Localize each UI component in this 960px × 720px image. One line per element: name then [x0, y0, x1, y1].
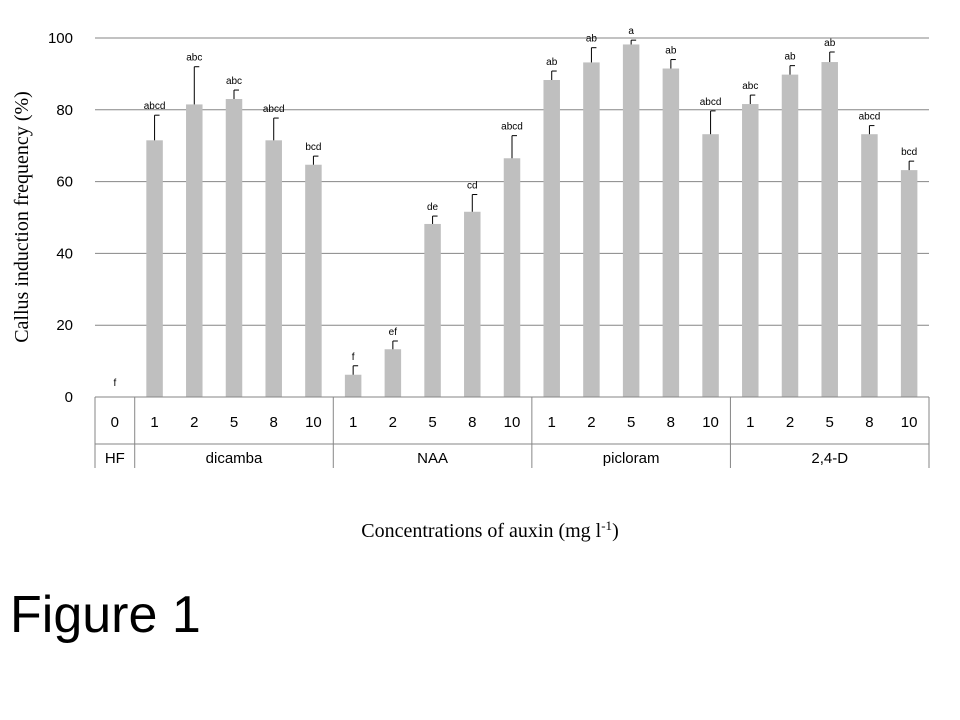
- bar: [543, 80, 560, 398]
- significance-letter: ab: [665, 46, 677, 57]
- x-tick-label: 2: [786, 414, 794, 431]
- x-tick-label: 2: [587, 414, 595, 431]
- bar: [861, 134, 878, 397]
- x-tick-label: 1: [349, 414, 357, 431]
- x-tick-label: 8: [865, 414, 873, 431]
- significance-letter: abc: [186, 53, 202, 64]
- x-tick-label: 8: [270, 414, 278, 431]
- x-tick-label: 10: [901, 414, 918, 431]
- x-tick-label: 8: [468, 414, 476, 431]
- x-tick-label: 10: [504, 414, 521, 431]
- significance-letter: abc: [742, 81, 758, 92]
- callus-induction-bar-chart: fabcdabcabcabcdbcdfefdecdabcdababaababcd…: [11, 26, 930, 542]
- group-label: dicamba: [206, 450, 263, 467]
- significance-letters: f abcd abc abc abcd bcd f ef de cd abcd ab ab a ab abcd…: [113, 26, 917, 389]
- significance-letter: ab: [546, 57, 558, 68]
- y-tick-label: 60: [56, 174, 73, 191]
- x-tick-label: 1: [746, 414, 754, 431]
- bar: [583, 62, 600, 398]
- figure-caption: Figure 1: [10, 586, 201, 644]
- significance-letter: f: [352, 352, 355, 363]
- x-tick-label: 10: [305, 414, 322, 431]
- bar: [821, 62, 838, 397]
- significance-letter: abcd: [700, 97, 722, 108]
- significance-letter: abcd: [263, 104, 285, 115]
- x-tick-label: 5: [428, 414, 436, 431]
- x-axis-title-main: Concentrations of auxin (mg l: [361, 520, 601, 542]
- group-label: NAA: [417, 450, 448, 467]
- group-label: 2,4-D: [811, 450, 848, 467]
- y-axis-title: Callus induction frequency (%): [11, 91, 33, 343]
- x-tick-label: 1: [150, 414, 158, 431]
- significance-letter: abc: [226, 76, 242, 87]
- bar: [781, 74, 799, 398]
- bar: [146, 140, 163, 397]
- bar: [384, 349, 402, 397]
- group-label: HF: [105, 450, 125, 467]
- significance-letter: ab: [824, 38, 836, 49]
- bar: [662, 68, 680, 397]
- x-tick-label: 8: [667, 414, 675, 431]
- y-tick-label: 40: [56, 245, 73, 262]
- bar: [305, 164, 322, 397]
- bar: [265, 140, 282, 397]
- bar: [622, 44, 640, 397]
- x-tick-label: 5: [230, 414, 238, 431]
- x-tick-label: 10: [702, 414, 719, 431]
- bar: [424, 223, 441, 397]
- y-tick-label: 80: [56, 102, 73, 119]
- x-tick-label: 5: [627, 414, 635, 431]
- x-tick-label: 0: [111, 414, 119, 431]
- x-tick-label: 2: [389, 414, 397, 431]
- x-axis-title-close: ): [612, 520, 619, 542]
- y-tick-label: 100: [48, 30, 73, 47]
- x-tick-label: 5: [826, 414, 834, 431]
- bars: [146, 44, 918, 398]
- x-tick-label: 1: [548, 414, 556, 431]
- significance-letter: ab: [586, 34, 598, 45]
- significance-letter: de: [427, 202, 439, 213]
- bar: [742, 104, 759, 397]
- x-tick-label: 2: [190, 414, 198, 431]
- significance-letter: ab: [784, 52, 796, 63]
- y-tick-labels: 0 20 40 60 80 100: [48, 30, 73, 406]
- bar: [464, 211, 481, 397]
- y-tick-label: 20: [56, 317, 73, 334]
- x-axis-title-superscript: -1: [601, 518, 612, 533]
- significance-letter: bcd: [901, 147, 917, 158]
- significance-letter: abcd: [859, 112, 881, 123]
- bar: [702, 134, 719, 397]
- significance-letter: abcd: [144, 101, 166, 112]
- error-bars: [154, 39, 915, 375]
- bar: [503, 158, 521, 397]
- significance-letter: abcd: [501, 122, 523, 133]
- y-tick-label: 0: [65, 389, 73, 406]
- bar: [186, 104, 203, 397]
- bar: [225, 99, 243, 397]
- significance-letter: f: [113, 378, 116, 389]
- bar: [344, 374, 362, 397]
- x-axis-title: Concentrations of auxin (mg l-1): [361, 518, 618, 542]
- group-label: picloram: [603, 450, 660, 467]
- significance-letter: bcd: [305, 142, 321, 153]
- bar: [900, 170, 918, 397]
- significance-letter: cd: [467, 181, 478, 192]
- significance-letter: a: [628, 26, 634, 37]
- significance-letter: ef: [389, 327, 398, 338]
